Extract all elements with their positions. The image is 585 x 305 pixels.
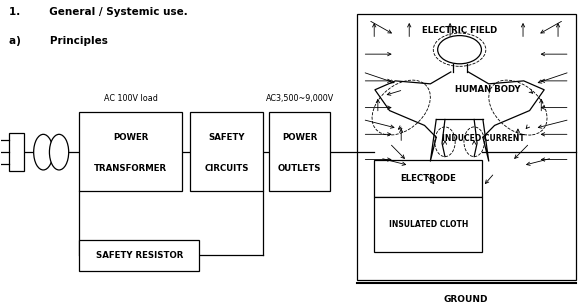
- Bar: [269, 112, 331, 191]
- Text: SAFETY: SAFETY: [209, 133, 245, 142]
- Bar: [374, 160, 482, 197]
- Text: GROUND: GROUND: [444, 295, 488, 304]
- Bar: [190, 112, 263, 191]
- Text: INSULATED CLOTH: INSULATED CLOTH: [388, 220, 468, 229]
- Text: SAFETY RESISTOR: SAFETY RESISTOR: [95, 251, 183, 260]
- Text: CIRCUITS: CIRCUITS: [205, 164, 249, 173]
- Text: POWER: POWER: [113, 133, 148, 142]
- Bar: [357, 14, 576, 280]
- Bar: [374, 197, 482, 252]
- Text: 1.        General / Systemic use.: 1. General / Systemic use.: [9, 7, 188, 17]
- Text: ELECTRIC FIELD: ELECTRIC FIELD: [422, 26, 497, 35]
- Text: AC 100V load: AC 100V load: [104, 94, 157, 103]
- Text: OUTLETS: OUTLETS: [278, 164, 322, 173]
- Text: TRANSFORMER: TRANSFORMER: [94, 164, 167, 173]
- Ellipse shape: [438, 36, 481, 64]
- Bar: [9, 133, 24, 171]
- Text: ELECTRODE: ELECTRODE: [400, 174, 456, 183]
- Ellipse shape: [49, 134, 68, 170]
- Text: AC3,500~9,000V: AC3,500~9,000V: [266, 94, 334, 103]
- Ellipse shape: [34, 134, 53, 170]
- Bar: [80, 112, 181, 191]
- Bar: [80, 240, 199, 271]
- Text: a)        Principles: a) Principles: [9, 36, 108, 46]
- Text: POWER: POWER: [282, 133, 318, 142]
- Text: HUMAN BODY: HUMAN BODY: [455, 85, 521, 94]
- Text: INDUCED CURRENT: INDUCED CURRENT: [442, 134, 525, 143]
